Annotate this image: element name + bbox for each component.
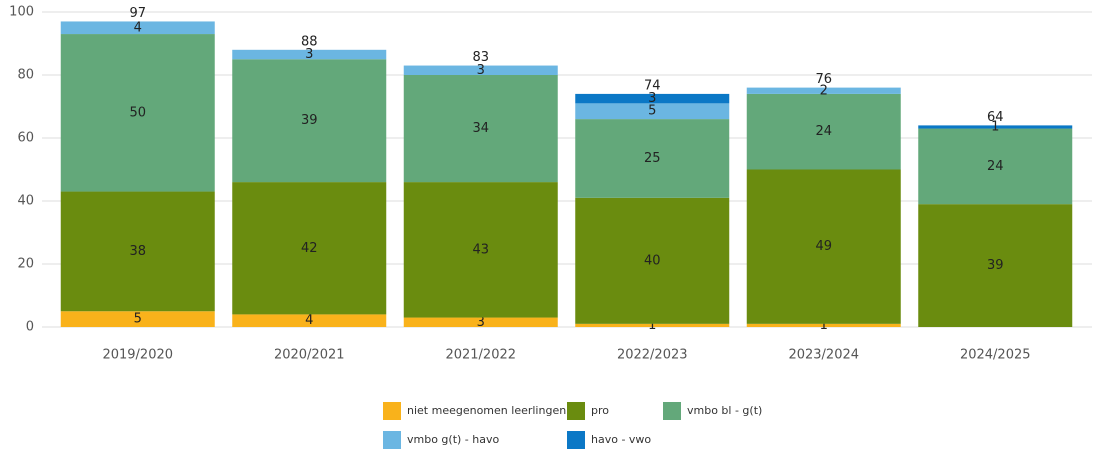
bar-segment xyxy=(575,197,730,324)
y-tick-label: 60 xyxy=(17,131,34,146)
bar-segment xyxy=(60,191,215,312)
legend-swatch xyxy=(567,431,585,449)
data-label: 39 xyxy=(987,258,1004,273)
legend-swatch xyxy=(663,402,681,420)
data-label: 3 xyxy=(477,315,485,330)
total-label: 74 xyxy=(644,78,661,93)
total-label: 76 xyxy=(815,72,832,87)
data-label: 42 xyxy=(301,241,318,256)
bar-segment xyxy=(232,182,387,315)
bar-segment xyxy=(60,21,215,35)
total-label: 88 xyxy=(301,34,318,49)
data-label: 3 xyxy=(477,63,485,78)
x-tick-label: 2024/2025 xyxy=(960,348,1031,363)
data-label: 5 xyxy=(134,312,142,327)
total-label: 97 xyxy=(129,6,146,21)
legend-label: vmbo bl - g(t) xyxy=(687,404,762,417)
x-tick-label: 2020/2021 xyxy=(274,348,345,363)
legend-swatch xyxy=(383,431,401,449)
bar-segment xyxy=(918,204,1073,327)
data-label: 1 xyxy=(991,119,999,134)
bar-segment xyxy=(746,169,901,324)
data-label: 43 xyxy=(472,242,489,257)
data-label: 5 xyxy=(648,104,656,119)
data-label: 4 xyxy=(305,313,313,328)
total-label: 83 xyxy=(472,50,489,65)
bar-segment xyxy=(60,311,215,327)
bar-segment xyxy=(575,323,730,327)
data-label: 2 xyxy=(820,83,828,98)
bar-segment xyxy=(232,49,387,60)
y-tick-label: 40 xyxy=(17,194,34,209)
bar-segment xyxy=(403,75,558,183)
bar-segment xyxy=(918,128,1073,205)
data-label: 4 xyxy=(134,20,142,35)
x-tick-label: 2023/2024 xyxy=(788,348,859,363)
bar-segment xyxy=(575,93,730,104)
x-tick-label: 2021/2022 xyxy=(445,348,516,363)
legend-label: niet meegenomen leerlingen xyxy=(407,404,566,417)
data-label: 24 xyxy=(815,124,832,139)
y-tick-label: 0 xyxy=(26,320,34,335)
data-label: 24 xyxy=(987,159,1004,174)
data-label: 25 xyxy=(644,151,661,166)
bar-segment xyxy=(403,317,558,327)
data-label: 3 xyxy=(648,91,656,106)
data-label: 39 xyxy=(301,113,318,128)
x-tick-label: 2019/2020 xyxy=(102,348,173,363)
x-tick-label: 2022/2023 xyxy=(617,348,688,363)
y-tick-label: 20 xyxy=(17,257,34,272)
legend-swatch xyxy=(383,402,401,420)
y-tick-label: 100 xyxy=(9,5,34,20)
bar-segment xyxy=(232,59,387,183)
legend-swatch xyxy=(567,402,585,420)
bar-segment xyxy=(403,65,558,75)
data-label: 38 xyxy=(129,244,146,259)
legend-label: havo - vwo xyxy=(591,433,651,446)
total-label: 64 xyxy=(987,110,1004,125)
data-label: 1 xyxy=(648,318,656,333)
bar-segment xyxy=(575,103,730,120)
legend-label: pro xyxy=(591,404,609,417)
bar-segment xyxy=(918,125,1073,129)
data-label: 49 xyxy=(815,239,832,254)
bar-segment xyxy=(403,182,558,318)
legend-label: vmbo g(t) - havo xyxy=(407,433,499,446)
bar-segment xyxy=(60,34,215,192)
bar-segment xyxy=(575,119,730,198)
data-label: 3 xyxy=(305,47,313,62)
y-tick-label: 80 xyxy=(17,68,34,83)
bar-segment xyxy=(746,323,901,327)
data-label: 34 xyxy=(472,121,489,136)
bar-segment xyxy=(232,314,387,327)
data-label: 50 xyxy=(129,105,146,120)
bar-segment xyxy=(746,93,901,170)
bar-segment xyxy=(746,87,901,94)
data-label: 40 xyxy=(644,253,661,268)
data-label: 1 xyxy=(820,318,828,333)
